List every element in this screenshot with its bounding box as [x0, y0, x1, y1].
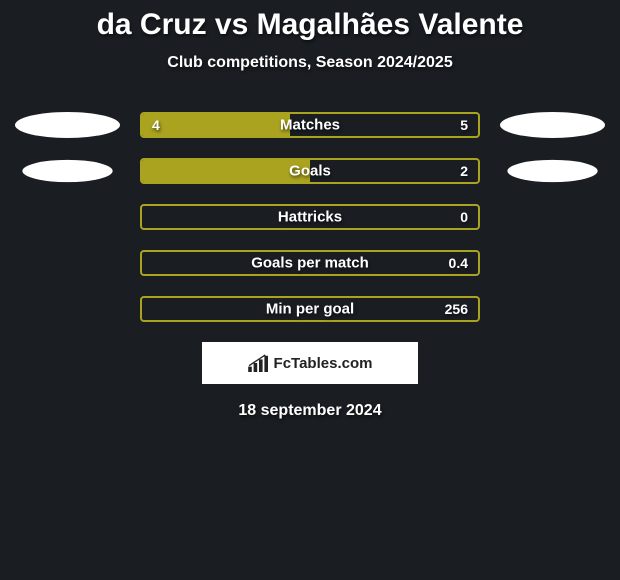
- stat-bar: Goals per match 0.4: [140, 250, 480, 276]
- player-right-marker: [500, 250, 605, 276]
- stat-value-right: 0.4: [449, 255, 468, 271]
- stat-label: Matches: [280, 117, 340, 134]
- brand-text: FcTables.com: [274, 355, 373, 372]
- stat-label: Min per goal: [266, 301, 354, 318]
- stat-label: Goals: [289, 163, 331, 180]
- stat-label: Hattricks: [278, 209, 342, 226]
- comparison-container: da Cruz vs Magalhães Valente Club compet…: [0, 0, 620, 420]
- stat-bar: Min per goal 256: [140, 296, 480, 322]
- player-left-marker: [15, 204, 120, 230]
- stat-row: Goals 2: [0, 158, 620, 184]
- footer-date: 18 september 2024: [0, 402, 620, 420]
- stat-label: Goals per match: [251, 255, 369, 272]
- stat-value-right: 0: [460, 209, 468, 225]
- player-right-marker: [500, 204, 605, 230]
- stat-value-left: 4: [152, 117, 160, 133]
- stat-value-right: 2: [460, 163, 468, 179]
- player-right-marker: [500, 112, 605, 138]
- brand-badge: FcTables.com: [202, 342, 418, 384]
- player-right-marker: [507, 160, 597, 182]
- stat-bar-fill: [142, 160, 310, 182]
- player-left-marker: [15, 296, 120, 322]
- stat-bar: 4 Matches 5: [140, 112, 480, 138]
- stat-row: Hattricks 0: [0, 204, 620, 230]
- stat-value-right: 5: [460, 117, 468, 133]
- stat-bar-fill: [142, 114, 290, 136]
- stat-value-right: 256: [445, 301, 468, 317]
- stat-row: Goals per match 0.4: [0, 250, 620, 276]
- player-left-marker: [15, 112, 120, 138]
- bars-chart-icon: [248, 354, 270, 372]
- player-left-marker: [22, 160, 112, 182]
- stat-row: Min per goal 256: [0, 296, 620, 322]
- stat-bar: Goals 2: [140, 158, 480, 184]
- stat-rows: 4 Matches 5 Goals 2 Hattricks 0 Goals per match…: [0, 112, 620, 322]
- stat-bar: Hattricks 0: [140, 204, 480, 230]
- page-title: da Cruz vs Magalhães Valente: [0, 8, 620, 42]
- stat-row: 4 Matches 5: [0, 112, 620, 138]
- player-right-marker: [500, 296, 605, 322]
- player-left-marker: [15, 250, 120, 276]
- page-subtitle: Club competitions, Season 2024/2025: [0, 54, 620, 72]
